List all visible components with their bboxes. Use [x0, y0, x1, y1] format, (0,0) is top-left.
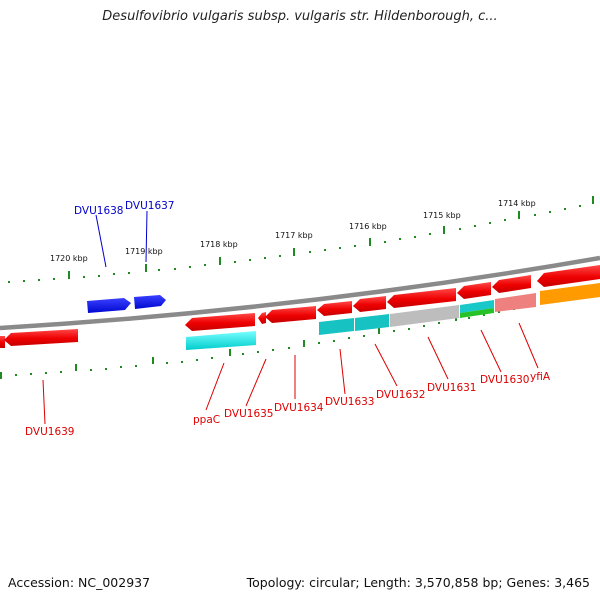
gene-DVU1634[interactable]	[317, 301, 352, 316]
gene-DVU1635[interactable]	[265, 306, 316, 323]
tick-label: 1714 kbp	[498, 199, 536, 208]
gene-small[interactable]	[258, 312, 266, 324]
label-DVU1638: DVU1638	[74, 205, 124, 217]
gene-DVU1637[interactable]	[134, 295, 166, 309]
tick-label: 1716 kbp	[349, 222, 387, 231]
label-DVU1632: DVU1632	[376, 389, 426, 401]
feature-teal-3	[460, 300, 494, 313]
gene-yfiA[interactable]	[537, 265, 600, 287]
tick-label: 1720 kbp	[50, 254, 88, 263]
accession-text: Accession: NC_002937	[8, 575, 151, 590]
feature-bars	[186, 283, 600, 350]
tick-label: 1718 kbp	[200, 240, 238, 249]
label-DVU1630: DVU1630	[480, 374, 530, 386]
tick-label: 1717 kbp	[275, 231, 313, 240]
scale-labels: 1720 kbp 1719 kbp 1718 kbp 1717 kbp 1716…	[50, 199, 536, 263]
label-yfiA: yfiA	[530, 371, 551, 383]
label-DVU1635: DVU1635	[224, 408, 274, 420]
label-DVU1634: DVU1634	[274, 402, 324, 414]
feature-cyan-1	[186, 331, 256, 350]
upper-scale	[8, 196, 594, 283]
leader-lines	[42, 210, 539, 425]
gene-DVU1630[interactable]	[492, 275, 531, 293]
label-DVU1633: DVU1633	[325, 396, 375, 408]
gene-labels: DVU1638 DVU1637 DVU1639 ppaC DVU1635 DVU…	[25, 200, 551, 438]
gene-DVU1633[interactable]	[353, 296, 386, 312]
feature-orange	[540, 283, 600, 305]
forward-genes	[87, 295, 166, 313]
feature-teal-1	[319, 318, 354, 335]
gene-DVU1631[interactable]	[457, 282, 491, 299]
feature-green	[460, 308, 494, 318]
tick-label: 1715 kbp	[423, 211, 461, 220]
gene-ppaC[interactable]	[185, 313, 255, 331]
gene-DVU1638[interactable]	[87, 298, 131, 313]
gene-DVU1632[interactable]	[387, 288, 456, 308]
tick-label: 1719 kbp	[125, 247, 163, 256]
label-DVU1637: DVU1637	[125, 200, 175, 212]
feature-grey	[390, 305, 459, 327]
label-DVU1631: DVU1631	[427, 382, 477, 394]
feature-teal-2	[355, 314, 389, 331]
label-DVU1639: DVU1639	[25, 426, 75, 438]
chromosome-backbone	[0, 255, 600, 331]
label-ppaC: ppaC	[193, 414, 220, 426]
topology-text: Topology: circular; Length: 3,570,858 bp…	[246, 575, 590, 590]
feature-pink	[495, 293, 536, 312]
gene-left-edge[interactable]	[0, 336, 5, 348]
map-title: Desulfovibrio vulgaris subsp. vulgaris s…	[102, 9, 498, 24]
gene-DVU1639[interactable]	[4, 329, 78, 346]
reverse-genes	[0, 265, 600, 348]
